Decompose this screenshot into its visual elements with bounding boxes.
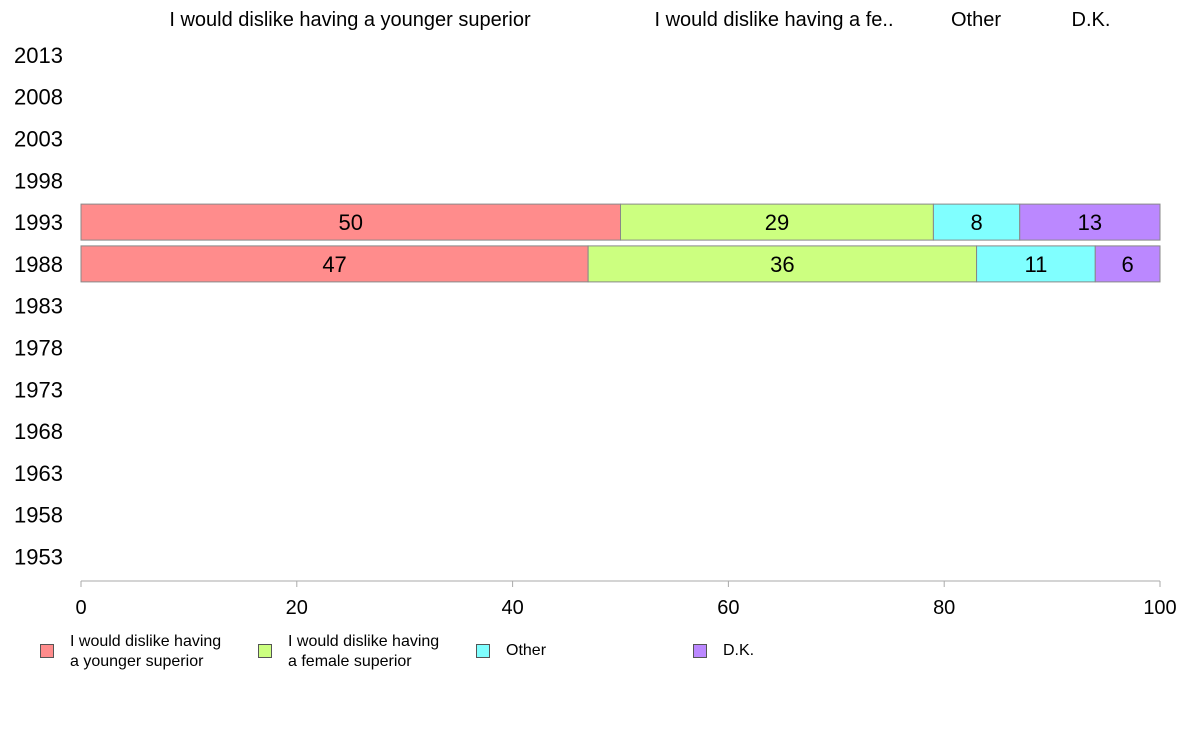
x-tick-label: 80 — [933, 597, 955, 619]
bar-segment — [620, 203, 934, 241]
legend-label: D.K. — [723, 642, 755, 659]
legend-label: Other — [506, 642, 547, 659]
category-label: 2003 — [14, 127, 63, 152]
category-label: 1993 — [14, 210, 63, 235]
data-label: 8 — [970, 210, 982, 235]
x-tick-label: 60 — [717, 597, 739, 619]
bar-segment — [1019, 203, 1161, 241]
legend-item: D.K. — [693, 632, 754, 661]
legend: I would dislike having a younger superio… — [0, 632, 1188, 682]
data-label: 47 — [322, 252, 346, 277]
bar-segment — [80, 203, 621, 241]
bar-segment — [976, 245, 1096, 283]
legend-item: I would dislike having a younger superio… — [40, 632, 221, 672]
category-label: 1978 — [14, 336, 63, 361]
category-label: 1953 — [14, 545, 63, 570]
bar-segment — [80, 245, 589, 283]
category-label: 1958 — [14, 503, 63, 528]
bar-segment — [1094, 245, 1161, 283]
category-label: 1998 — [14, 168, 63, 193]
series-header: I would dislike having a fe.. — [654, 9, 893, 31]
category-label: 2008 — [14, 85, 63, 110]
category-label: 1963 — [14, 461, 63, 486]
legend-swatch — [40, 644, 54, 658]
data-label: 11 — [1024, 252, 1047, 277]
category-label: 1988 — [14, 252, 63, 277]
legend-label: I would dislike having a younger superio… — [70, 633, 222, 670]
legend-swatch — [476, 644, 490, 658]
series-header: D.K. — [1072, 9, 1111, 31]
bar-segment — [587, 245, 978, 283]
data-label: 29 — [765, 210, 789, 235]
category-label: 2013 — [14, 43, 63, 68]
data-label: 13 — [1078, 210, 1102, 235]
legend-item: Other — [476, 632, 546, 661]
series-header: I would dislike having a younger superio… — [169, 9, 531, 31]
data-label: 50 — [339, 210, 363, 235]
bar-segment — [932, 203, 1021, 241]
legend-label: I would dislike having a female superior — [288, 633, 440, 670]
data-label: 6 — [1122, 252, 1134, 277]
category-label: 1973 — [14, 377, 63, 402]
x-tick-label: 20 — [286, 597, 308, 619]
legend-swatch — [693, 644, 707, 658]
series-header: Other — [951, 9, 1001, 31]
x-tick-label: 100 — [1143, 597, 1176, 619]
x-tick-label: 40 — [501, 597, 523, 619]
category-label: 1983 — [14, 294, 63, 319]
legend-swatch — [258, 644, 272, 658]
x-tick-label: 0 — [75, 597, 86, 619]
category-label: 1968 — [14, 419, 63, 444]
data-label: 36 — [770, 252, 794, 277]
stacked-bar-chart: I would dislike having a younger superio… — [14, 9, 1177, 619]
legend-item: I would dislike having a female superior — [258, 632, 439, 672]
